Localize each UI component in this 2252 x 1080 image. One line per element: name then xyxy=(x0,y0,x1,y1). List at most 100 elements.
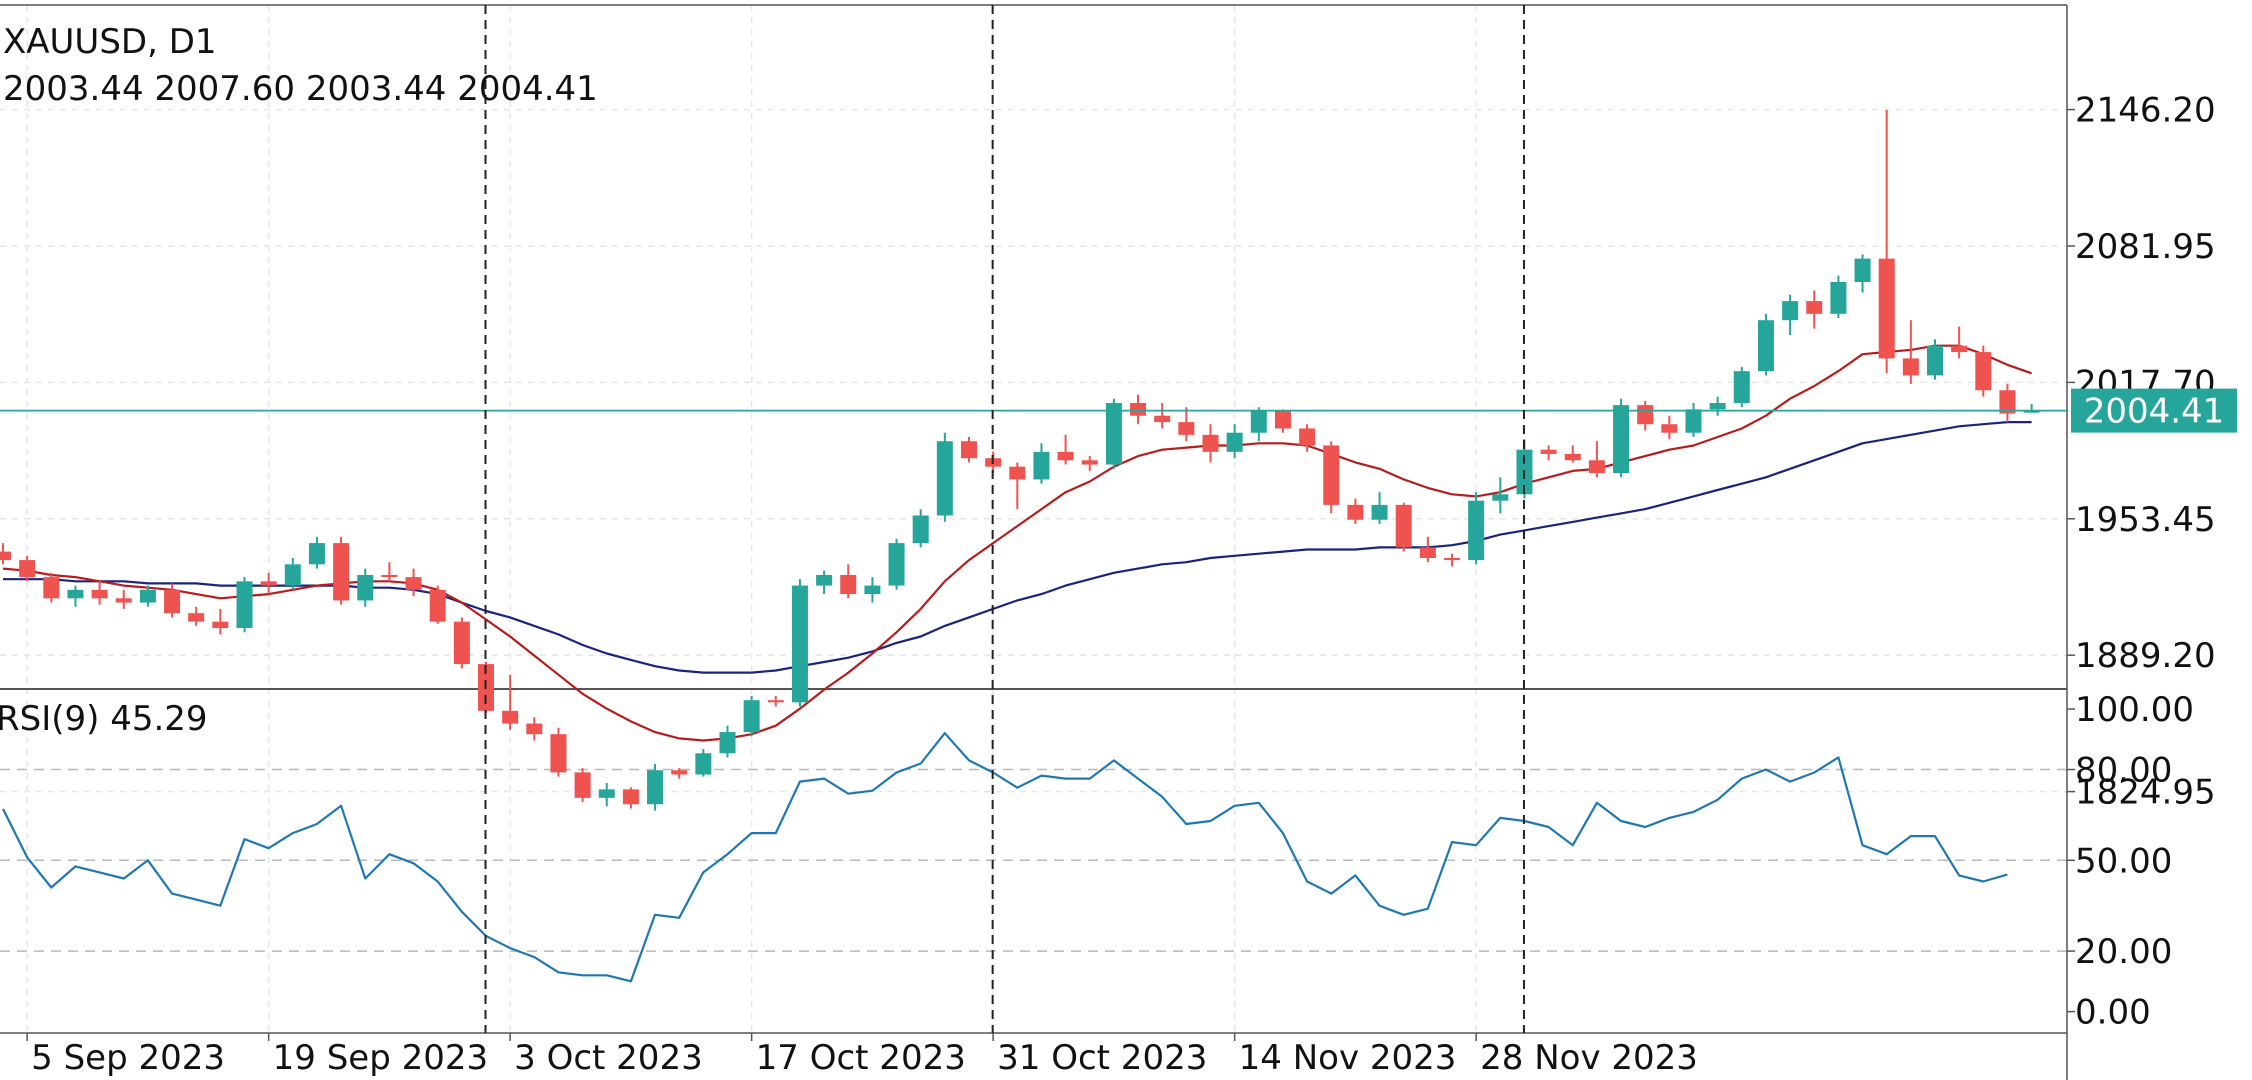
candle-body xyxy=(1927,345,1943,376)
bearish-candle xyxy=(429,585,446,624)
bullish-candle xyxy=(791,579,808,707)
candle-body xyxy=(357,574,374,601)
bullish-candle xyxy=(1492,477,1509,514)
candle-body xyxy=(1033,451,1050,480)
bearish-candle xyxy=(1540,445,1557,461)
bearish-candle xyxy=(840,564,857,599)
time-axis-label: 19 Sep 2023 xyxy=(273,1038,489,1078)
bullish-candle xyxy=(308,536,325,569)
candle-body xyxy=(695,753,712,775)
bullish-candle xyxy=(936,432,953,522)
rsi-pane-grid xyxy=(0,689,2067,1033)
candle-body xyxy=(767,700,784,703)
bearish-candle xyxy=(1444,553,1460,567)
candle-body xyxy=(647,770,664,805)
candle-body xyxy=(550,734,567,773)
bullish-candle xyxy=(719,725,736,758)
bullish-candle xyxy=(743,695,760,737)
candle-body xyxy=(164,589,181,614)
bearish-candle xyxy=(19,555,36,582)
candle-body xyxy=(1613,405,1630,474)
candle-body xyxy=(1299,428,1316,446)
candle-body xyxy=(212,621,229,629)
bullish-candle xyxy=(1782,294,1799,336)
candle-body xyxy=(598,789,615,798)
price-axis-label: 1953.45 xyxy=(2075,500,2216,540)
candle-body xyxy=(19,560,36,578)
bearish-candle xyxy=(1902,320,1919,384)
bearish-candle xyxy=(0,543,11,565)
candle-body xyxy=(1178,422,1195,435)
candle-body xyxy=(961,441,977,459)
bearish-candle xyxy=(1009,462,1026,510)
candle-body xyxy=(1081,460,1098,465)
price-axis-label: 2081.95 xyxy=(2075,227,2216,267)
bearish-candle xyxy=(1178,407,1195,442)
rsi-plot xyxy=(2,732,2008,983)
bullish-candle xyxy=(1033,443,1050,484)
candle-body xyxy=(1854,258,1871,282)
candle-body xyxy=(1202,434,1219,452)
candle-body xyxy=(284,564,301,586)
candle-body xyxy=(912,515,929,544)
candle-body xyxy=(1226,432,1243,452)
ohlc-values-label: 2003.44 2007.60 2003.44 2004.41 xyxy=(3,69,598,109)
vertical-date-markers xyxy=(484,5,1525,1033)
bullish-candle xyxy=(357,568,374,607)
bearish-candle xyxy=(453,617,470,669)
bearish-candle xyxy=(188,606,205,626)
bullish-candle xyxy=(1709,396,1726,416)
bearish-candle xyxy=(1057,434,1074,465)
bullish-candle xyxy=(1468,492,1485,565)
candle-body xyxy=(2023,410,2040,413)
candle-body xyxy=(1588,460,1605,474)
bearish-candle xyxy=(1878,110,1895,374)
bearish-candle xyxy=(1661,415,1678,440)
bullish-candle xyxy=(139,585,156,607)
bearish-candle xyxy=(1081,456,1098,471)
candle-body xyxy=(429,589,446,622)
bullish-candle xyxy=(1226,424,1243,459)
bullish-candle xyxy=(888,538,905,590)
candle-body xyxy=(502,710,519,724)
time-axis-label: 3 Oct 2023 xyxy=(514,1038,703,1078)
candle-body xyxy=(791,585,808,703)
bearish-candle xyxy=(574,768,591,803)
price-badge-background xyxy=(2071,388,2237,433)
candle-body xyxy=(1806,301,1823,314)
rsi-axis-label: 50.00 xyxy=(2075,841,2172,881)
candle-body xyxy=(1709,402,1726,410)
bearish-candle xyxy=(1154,402,1171,429)
rsi-axis-label: 20.00 xyxy=(2075,932,2172,972)
candle-body xyxy=(260,581,277,586)
bullish-candle xyxy=(1685,402,1702,437)
bullish-candle xyxy=(284,557,301,590)
candle-body xyxy=(1757,320,1774,372)
candle-body xyxy=(1637,405,1654,425)
bearish-candle xyxy=(1806,290,1823,329)
bearish-candle xyxy=(333,536,350,605)
candle-body xyxy=(115,598,132,603)
candle-body xyxy=(671,770,688,775)
candle-body xyxy=(405,577,422,590)
axis-labels: 2146.202081.952017.701953.451889.201824.… xyxy=(26,91,2216,1078)
price-plot xyxy=(0,110,2067,811)
bearish-candle xyxy=(767,695,784,707)
candle-body xyxy=(574,772,591,798)
candle-body xyxy=(888,543,905,586)
bearish-candle xyxy=(502,674,519,730)
candle-body xyxy=(1130,402,1147,416)
bullish-candle xyxy=(647,763,664,811)
candle-body xyxy=(1009,466,1026,480)
candle-body xyxy=(1975,352,1992,391)
bullish-candle xyxy=(1250,407,1267,442)
candle-body xyxy=(188,613,205,622)
rsi-axis-label: 100.00 xyxy=(2075,690,2194,730)
candle-body xyxy=(308,543,325,565)
bearish-candle xyxy=(550,727,567,777)
bearish-candle xyxy=(1419,536,1436,563)
bullish-candle xyxy=(598,783,615,807)
bullish-candle xyxy=(1733,366,1750,408)
candle-body xyxy=(236,581,253,629)
